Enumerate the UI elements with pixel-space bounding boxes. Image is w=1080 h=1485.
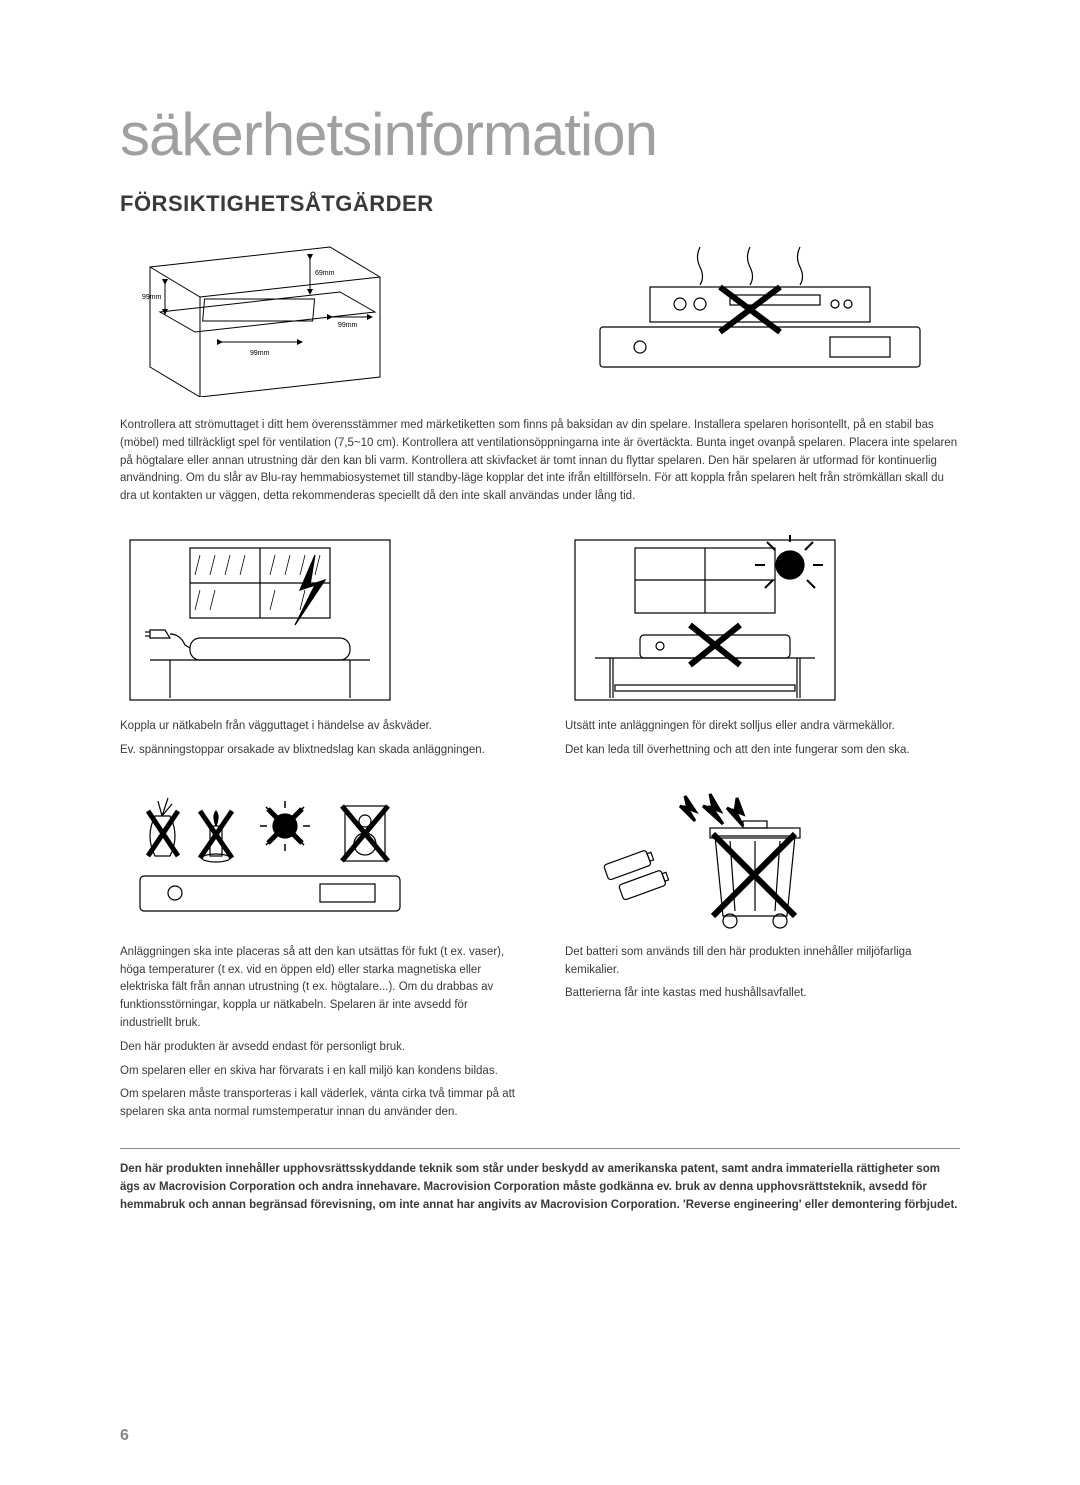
diagram-lightning	[120, 530, 400, 710]
dim-label: 99mm	[338, 322, 358, 329]
diagram-hazards	[120, 786, 420, 936]
copyright-text: Den här produkten innehåller upphovsrätt…	[120, 1161, 960, 1214]
dim-label: 99mm	[142, 294, 162, 301]
divider	[120, 1148, 960, 1149]
caption-hazards: Anläggningen ska inte placeras så att de…	[120, 944, 515, 1122]
diagram-sunlight	[565, 530, 845, 710]
caption-battery: Det batteri som används till den här pro…	[565, 944, 960, 1003]
diagram-stack-no	[570, 237, 960, 397]
caption-lightning: Koppla ur nätkabeln från vägguttaget i h…	[120, 718, 515, 760]
dim-label: 99mm	[250, 350, 270, 357]
top-diagrams: 69mm 99mm 99mm 99mm	[120, 237, 960, 397]
diagram-battery	[565, 786, 845, 936]
diagram-cabinet: 69mm 99mm 99mm 99mm	[120, 237, 510, 397]
intro-paragraph: Kontrollera att strömuttaget i ditt hem …	[120, 417, 960, 506]
page-number: 6	[120, 1427, 129, 1445]
caption-sunlight: Utsätt inte anläggningen för direkt soll…	[565, 718, 960, 760]
row-1: Koppla ur nätkabeln från vägguttaget i h…	[120, 530, 960, 766]
main-title: säkerhetsinformation	[120, 100, 960, 169]
dim-label: 69mm	[315, 270, 335, 277]
section-title: FÖRSIKTIGHETSÅTGÄRDER	[120, 191, 960, 217]
row-2: Anläggningen ska inte placeras så att de…	[120, 786, 960, 1128]
